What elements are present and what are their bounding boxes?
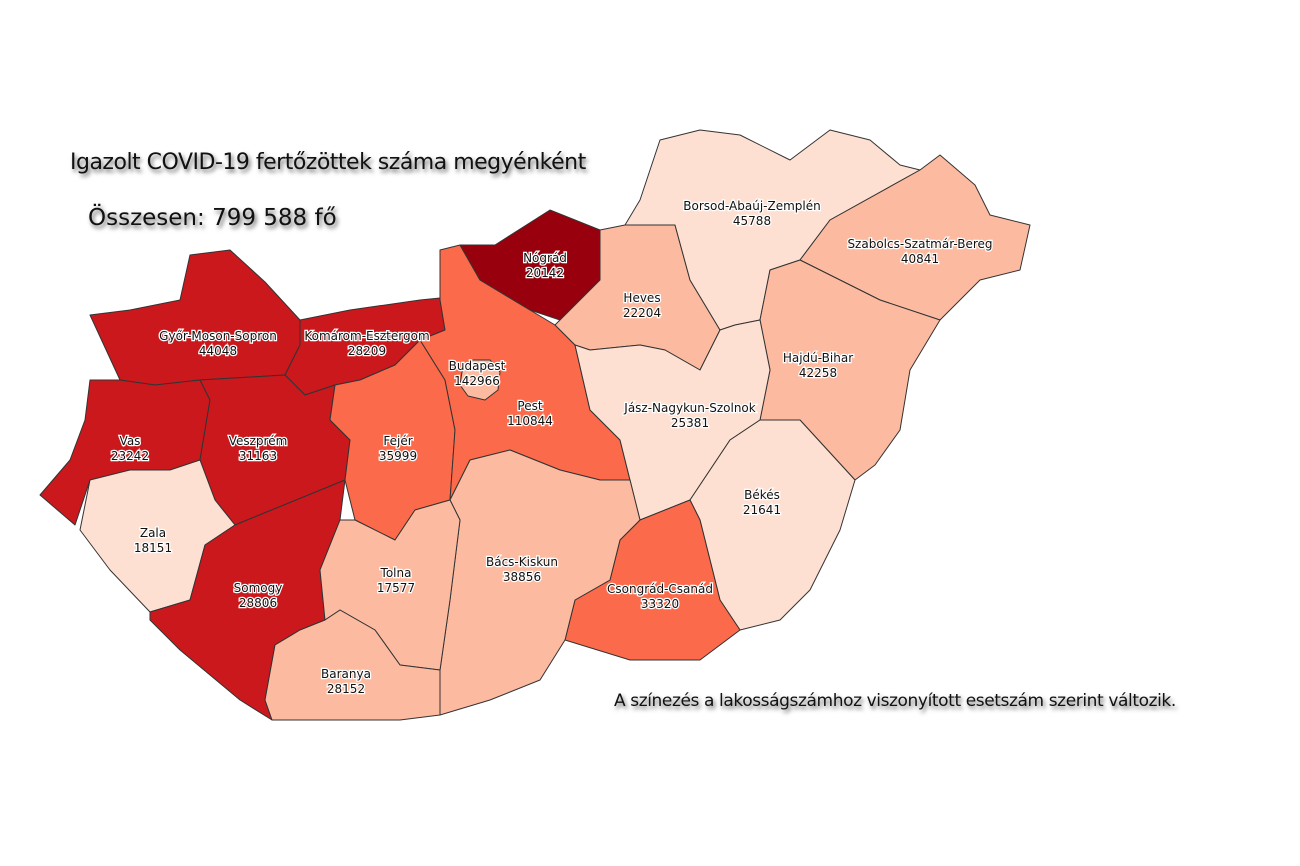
county-name-label: Tolna — [380, 566, 412, 580]
county-bekes — [689, 419, 856, 631]
county-name-label: Fejér — [383, 434, 412, 448]
county-name-label: Vas — [120, 434, 141, 448]
county-cases-label: 38856 — [503, 570, 541, 584]
map-title: Igazolt COVID-19 fertőzöttek száma megyé… — [70, 150, 586, 175]
color-note: A színezés a lakosságszámhoz viszonyítot… — [614, 691, 1176, 711]
county-name-label: Csongrád-Csanád — [607, 582, 713, 596]
county-cases-label: 45788 — [733, 214, 771, 228]
county-cases-label: 18151 — [134, 541, 172, 555]
county-cases-label: 31163 — [239, 449, 277, 463]
total-cases: Összesen: 799 588 fő — [88, 205, 337, 231]
county-budapest — [459, 359, 501, 401]
county-cases-label: 142966 — [454, 374, 500, 388]
county-name-label: Szabolcs-Szatmár-Bereg — [847, 237, 992, 251]
county-name-label: Bács-Kiskun — [486, 555, 558, 569]
county-cases-label: 20142 — [526, 266, 564, 280]
county-name-label: Pest — [517, 399, 542, 413]
county-cases-label: 28209 — [348, 344, 386, 358]
county-name-label: Nógrád — [523, 251, 567, 265]
county-cases-label: 33320 — [641, 597, 679, 611]
county-cases-label: 21641 — [743, 503, 781, 517]
county-cases-label: 25381 — [671, 416, 709, 430]
county-name-label: Heves — [623, 291, 660, 305]
county-name-label: Baranya — [321, 667, 371, 681]
county-name-label: Komárom-Esztergom — [304, 329, 429, 343]
county-gyor — [89, 249, 301, 386]
county-name-label: Hajdú-Bihar — [783, 351, 853, 365]
county-name-label: Borsod-Abaúj-Zemplén — [683, 199, 820, 213]
county-name-label: Zala — [140, 526, 166, 540]
county-name-label: Somogy — [234, 581, 283, 595]
county-cases-label: 23242 — [111, 449, 149, 463]
county-cases-label: 28806 — [239, 596, 277, 610]
county-name-label: Budapest — [449, 359, 506, 373]
county-cases-label: 110844 — [507, 414, 553, 428]
county-name-label: Győr-Moson-Sopron — [159, 329, 277, 343]
county-cases-label: 40841 — [901, 252, 939, 266]
county-cases-label: 42258 — [799, 366, 837, 380]
county-cases-label: 28152 — [327, 682, 365, 696]
county-cases-label: 44048 — [199, 344, 237, 358]
county-cases-label: 17577 — [377, 581, 415, 595]
county-cases-label: 35999 — [379, 449, 417, 463]
county-baranya — [264, 609, 441, 721]
county-name-label: Békés — [744, 488, 780, 502]
county-cases-label: 22204 — [623, 306, 661, 320]
county-name-label: Veszprém — [229, 434, 288, 448]
county-name-label: Jász-Nagykun-Szolnok — [623, 401, 755, 415]
